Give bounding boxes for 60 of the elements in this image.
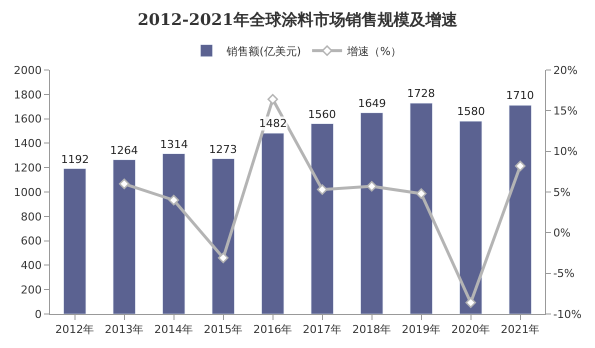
bar bbox=[310, 123, 334, 314]
data-label: 1649 bbox=[358, 97, 386, 110]
y2-tick-label: 20% bbox=[553, 64, 578, 77]
data-label: 1192 bbox=[61, 153, 89, 166]
y2-tick-label: 5% bbox=[553, 186, 571, 199]
data-label: 1560 bbox=[308, 108, 336, 121]
x-tick-label: 2015年 bbox=[204, 323, 243, 336]
y-tick-label: 0 bbox=[34, 308, 42, 321]
bar bbox=[261, 132, 284, 314]
point bbox=[416, 188, 427, 199]
y2-tick-label: 10% bbox=[553, 145, 578, 158]
data-label: 1710 bbox=[506, 89, 534, 102]
y-tick-label: 1200 bbox=[14, 161, 42, 174]
point bbox=[366, 181, 378, 192]
point bbox=[218, 252, 229, 264]
bar bbox=[112, 160, 136, 314]
y-tick-label: 1800 bbox=[14, 88, 42, 102]
bar bbox=[508, 105, 532, 314]
bar bbox=[360, 112, 384, 314]
y-tick-label: 800 bbox=[20, 210, 42, 224]
data-label: 1482 bbox=[259, 117, 287, 130]
bar bbox=[410, 102, 433, 314]
point bbox=[118, 178, 130, 190]
bar bbox=[212, 158, 235, 314]
data-label: 1264 bbox=[110, 144, 138, 157]
legend-label: 增速（%） bbox=[346, 44, 402, 58]
bar bbox=[63, 168, 86, 314]
x-tick-label: 2012年 bbox=[55, 323, 94, 336]
y-tick-label: 1000 bbox=[14, 186, 42, 199]
x-tick-label: 2014年 bbox=[154, 323, 194, 336]
y-tick-label: 200 bbox=[20, 283, 42, 296]
point bbox=[168, 194, 180, 206]
data-label: 1728 bbox=[407, 87, 435, 100]
chart-title: 2012-2021年全球涂料市场销售规模及增速 bbox=[138, 10, 458, 30]
x-tick-label: 2020年 bbox=[451, 323, 490, 336]
y-tick-label: 1600 bbox=[14, 112, 42, 126]
y-tick-label: 1400 bbox=[14, 137, 42, 150]
x-tick-label: 2013年 bbox=[104, 323, 144, 336]
y-tick-label: 400 bbox=[20, 259, 42, 272]
point bbox=[267, 94, 278, 105]
x-tick-label: 2019年 bbox=[402, 323, 441, 336]
y-tick-label: 600 bbox=[20, 234, 42, 248]
legend-label: 销售额(亿美元) bbox=[226, 44, 302, 58]
data-label: 1580 bbox=[457, 105, 485, 118]
point bbox=[316, 184, 328, 195]
x-tick-label: 2021年 bbox=[500, 323, 540, 336]
y-tick-label: 2000 bbox=[14, 64, 42, 77]
point bbox=[465, 297, 476, 308]
point bbox=[514, 160, 526, 172]
x-tick-label: 2018年 bbox=[352, 323, 392, 336]
y2-tick-label: -5% bbox=[553, 267, 575, 280]
y2-tick-label: 15% bbox=[553, 104, 578, 118]
x-tick-label: 2017年 bbox=[302, 323, 342, 336]
x-tick-label: 2016年 bbox=[253, 323, 292, 336]
data-label: 1273 bbox=[209, 143, 237, 156]
data-label: 1314 bbox=[160, 138, 188, 151]
bar bbox=[162, 153, 186, 314]
y2-tick-label: -10% bbox=[553, 308, 582, 321]
y2-tick-label: 0% bbox=[553, 226, 571, 240]
bar bbox=[459, 120, 482, 314]
